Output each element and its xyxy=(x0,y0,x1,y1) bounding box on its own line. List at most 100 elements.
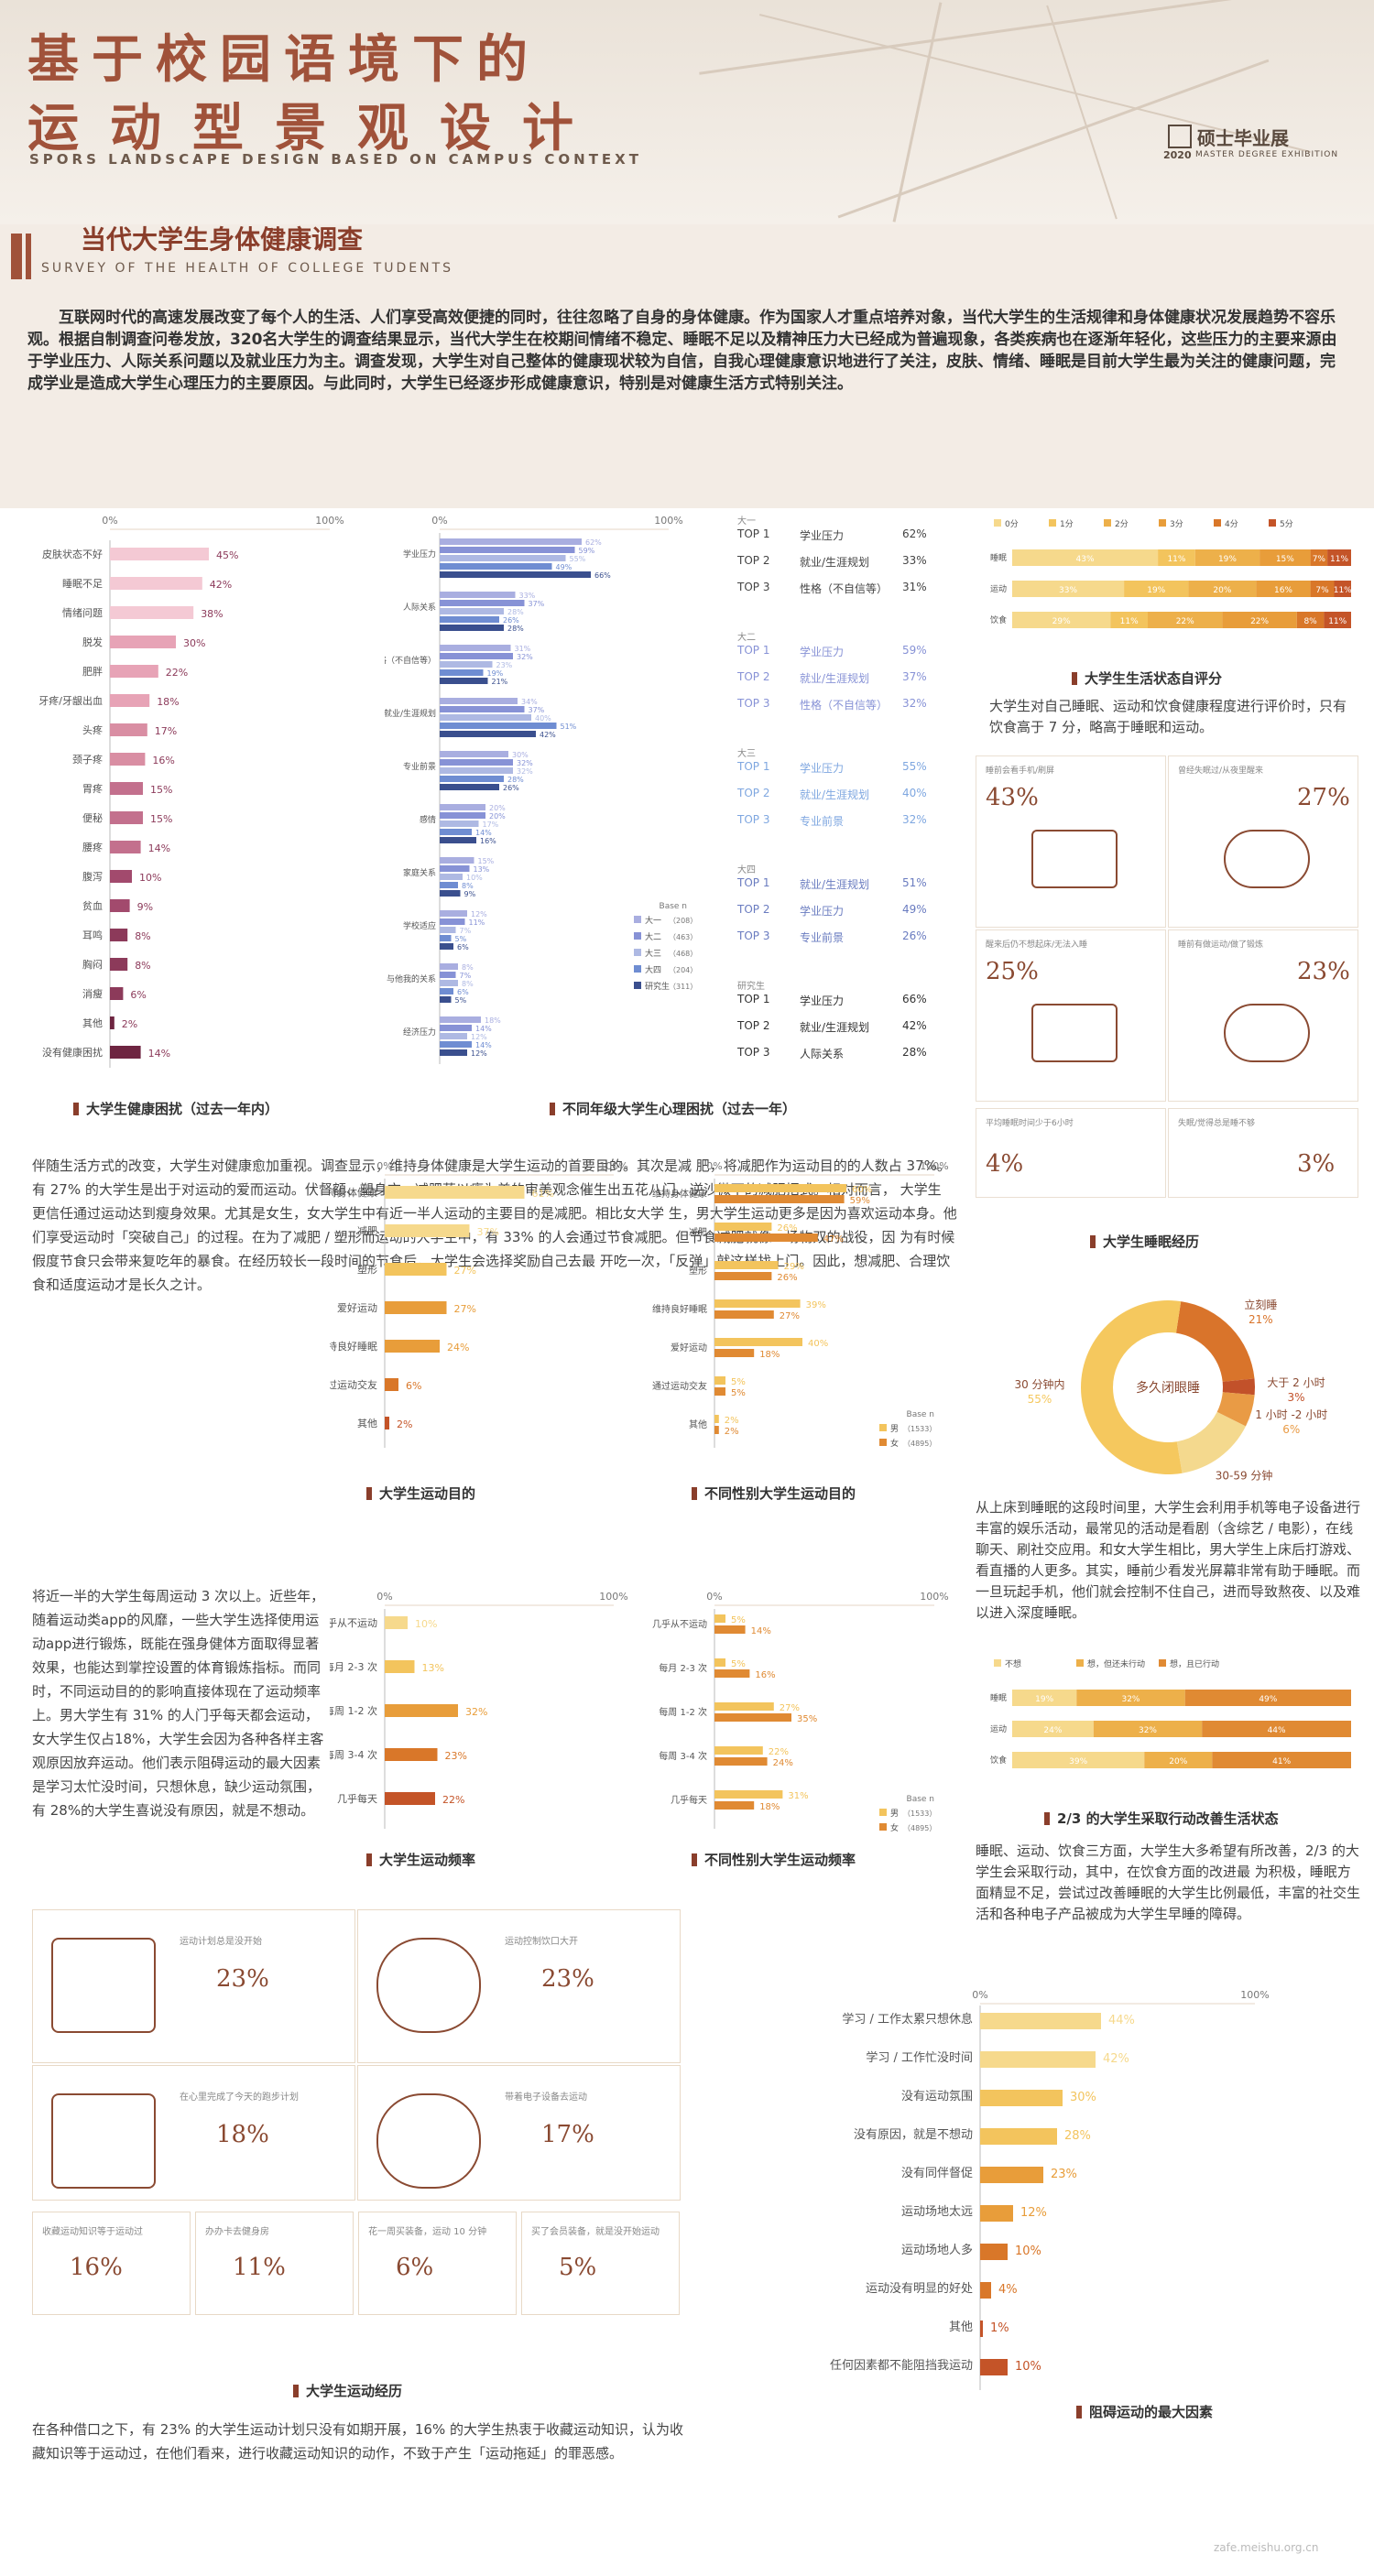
stack-segment-label: 32% xyxy=(1121,1695,1140,1704)
health-category-label: 耳鸣 xyxy=(82,929,103,941)
bar xyxy=(980,2359,1008,2375)
bar-value-label: 5% xyxy=(731,1388,746,1398)
stack-segment-label: 19% xyxy=(1218,555,1237,564)
psych-category-label: 经济压力 xyxy=(403,1027,436,1038)
axis-hundred-label: 100% xyxy=(599,1160,627,1172)
bar-value-label: 5% xyxy=(731,1659,746,1669)
bar-category-label: 学习 / 工作忙没时间 xyxy=(866,2050,973,2065)
top3-rank: TOP 1 xyxy=(737,993,770,1005)
health-value-label: 17% xyxy=(155,725,177,737)
experience-cell-value: 23% xyxy=(216,1965,269,1993)
donut-slice xyxy=(1081,1300,1183,1474)
health-category-label: 腰疼 xyxy=(82,841,103,853)
self-eval-caption: 大学生生活状态自评分 xyxy=(1072,668,1222,688)
bar-value-label: 27% xyxy=(454,1265,476,1277)
bar-value-label: 31% xyxy=(788,1791,808,1801)
health-value-label: 8% xyxy=(135,930,150,942)
stack-segment xyxy=(1148,612,1223,628)
bar xyxy=(714,1349,755,1357)
psych-bar xyxy=(440,751,508,757)
bar-category-label: 维持良好睡眠 xyxy=(652,1303,707,1315)
health-bar xyxy=(110,577,202,590)
legend-label: 女 xyxy=(890,1822,899,1833)
purpose-gender-chart: 0% 100%维持身体健康 60%59%减肥 26%47%塑形 29%26%维持良好睡眠… xyxy=(652,1160,949,1449)
donut-slice-value: 55% xyxy=(1028,1393,1052,1406)
bar-value-label: 16% xyxy=(755,1670,775,1680)
improve-text: 睡眠、运动、饮食三方面，大学生大多希望有所改善，2/3 的大学生会采取行动，其中… xyxy=(976,1842,1361,1922)
legend-label: 不想 xyxy=(1005,1658,1021,1669)
psych-value-label: 14% xyxy=(475,1025,492,1033)
top3-group-label: 大四 xyxy=(737,865,756,875)
bar-value-label: 26% xyxy=(777,1273,797,1283)
stack-segment xyxy=(1076,1690,1185,1706)
health-category-label: 消瘦 xyxy=(82,987,103,1000)
legend-label: 大二 xyxy=(645,931,661,942)
psych-value-label: 16% xyxy=(480,837,496,845)
bar-value-label: 40% xyxy=(808,1339,828,1349)
stack-segment xyxy=(1260,549,1311,566)
stack-segment xyxy=(1012,1690,1077,1706)
psych-value-label: 6% xyxy=(457,988,469,996)
bar-value-label: 6% xyxy=(406,1380,421,1392)
bar-value-label: 35% xyxy=(797,1714,817,1724)
health-bar xyxy=(110,1046,141,1059)
top3-value: 42% xyxy=(902,1019,927,1032)
psych-bar xyxy=(440,723,557,729)
hinder-chart: 0% 100% 学习 / 工作太累只想休息 44% 学习 / 工作忙没时间 42% 没有运动… xyxy=(830,1989,1270,2390)
bar xyxy=(714,1669,750,1678)
health-category-label: 牙疼/牙龈出血 xyxy=(38,694,103,707)
psych-category-label: 感情 xyxy=(420,814,436,825)
donut-slice xyxy=(1176,1411,1246,1473)
health-category-label: 睡眠不足 xyxy=(62,578,103,590)
psych-category-label: 性格（不自信等） xyxy=(385,655,436,666)
stack-segment-label: 11% xyxy=(1330,555,1348,564)
legend-title: Base n xyxy=(907,1410,934,1419)
health-bar xyxy=(110,811,143,824)
psych-bar xyxy=(440,731,536,737)
donut-slice-label: 30 分钟内 xyxy=(1014,1377,1064,1391)
top3-value: 37% xyxy=(902,670,927,683)
experience-cell-label: 办办卡去健身房 xyxy=(205,2227,269,2237)
psych-bar xyxy=(440,980,458,986)
bar-category-label: 其他 xyxy=(689,1418,707,1430)
legend-swatch xyxy=(634,932,641,940)
experience-cell: 买了会员装备，就是没开始运动 5% xyxy=(521,2212,680,2315)
bar xyxy=(714,1299,801,1308)
psych-value-label: 19% xyxy=(487,669,504,678)
experience-cell-label: 带着电子设备去运动 xyxy=(505,2092,587,2103)
psych-value-label: 20% xyxy=(489,804,506,812)
psych-value-label: 8% xyxy=(462,963,474,972)
axis-hundred-label: 100% xyxy=(315,515,344,527)
bar-category-label: 每周 3-4 次 xyxy=(659,1750,707,1762)
stack-segment xyxy=(1324,612,1351,628)
bar xyxy=(385,1186,525,1199)
psych-category-label: 家庭关系 xyxy=(403,867,436,878)
health-value-label: 14% xyxy=(148,1048,170,1060)
psych-bar xyxy=(440,829,472,835)
stack-segment-label: 41% xyxy=(1272,1757,1291,1766)
psych-bar xyxy=(440,592,516,598)
stack-row-label: 睡眠 xyxy=(990,1692,1007,1703)
health-value-label: 8% xyxy=(135,960,150,972)
stack-segment-label: 16% xyxy=(1274,586,1292,595)
bar xyxy=(714,1376,725,1385)
bar-category-label: 通过运动交友 xyxy=(652,1380,707,1392)
stack-segment xyxy=(1012,1721,1094,1737)
legend-swatch xyxy=(879,1809,887,1816)
improve-caption: 2/3 的大学生采取行动改善生活状态 xyxy=(1044,1809,1279,1828)
bar-category-label: 几乎从不运动 xyxy=(652,1619,707,1630)
psych-value-label: 5% xyxy=(455,996,467,1005)
sleep-cell: 平均睡眠时间少于6小时 4% xyxy=(976,1108,1166,1198)
health-bar xyxy=(110,958,128,971)
psych-value-label: 8% xyxy=(462,980,474,988)
psych-value-label: 66% xyxy=(594,571,611,580)
bar-value-label: 27% xyxy=(780,1703,800,1713)
bar xyxy=(714,1625,746,1634)
top3-value: 66% xyxy=(902,993,927,1005)
legend-count: （1533） xyxy=(903,1810,936,1818)
top3-item: 就业/生涯规划 xyxy=(800,1021,870,1034)
stack-segment xyxy=(1256,581,1311,597)
stack-segment xyxy=(1188,581,1257,597)
psych-value-label: 28% xyxy=(507,608,524,616)
